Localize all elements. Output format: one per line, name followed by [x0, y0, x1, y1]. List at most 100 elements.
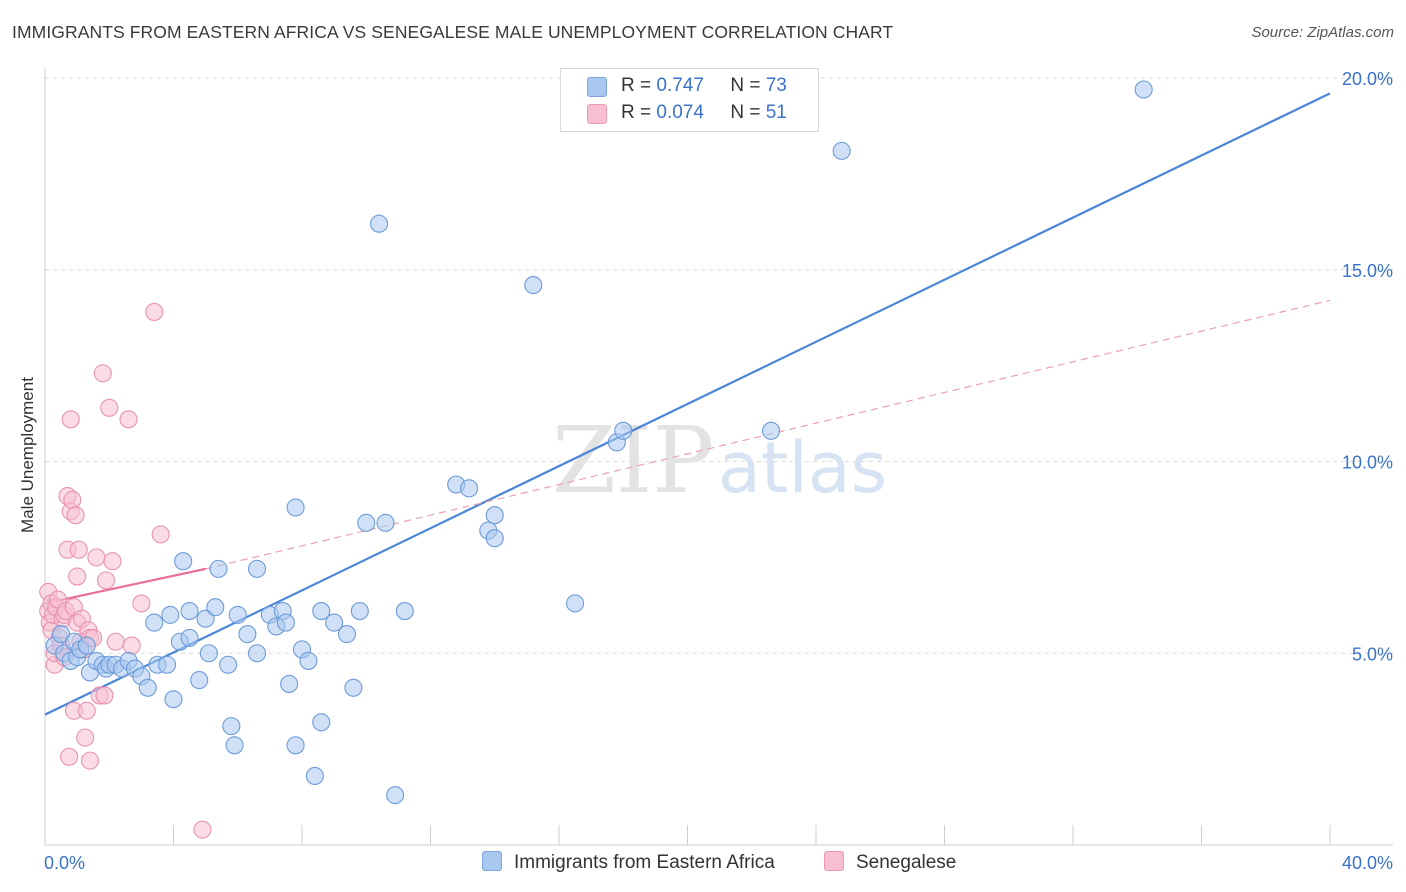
senegalese-point	[76, 728, 95, 747]
eastern-africa-point	[180, 602, 199, 621]
y-tick-label: 20.0%	[1342, 69, 1393, 89]
eastern-africa-point	[376, 513, 395, 532]
eastern-africa-point	[524, 276, 543, 295]
legend-swatch-pink	[587, 104, 607, 124]
senegalese-point	[95, 686, 114, 705]
senegalese-point	[69, 540, 88, 559]
senegalese-point	[106, 632, 125, 651]
eastern-africa-point	[312, 713, 331, 732]
eastern-africa-point	[190, 671, 209, 690]
bottom-legend-label: Senegalese	[856, 852, 957, 873]
eastern-africa-point	[247, 644, 267, 663]
senegalese-point	[100, 398, 119, 417]
eastern-africa-point	[344, 678, 363, 697]
eastern-africa-point	[228, 605, 247, 624]
senegalese-point	[193, 820, 212, 839]
x-tick-label-min: 0.0%	[44, 853, 85, 873]
bottom-legend-swatch-pink	[824, 851, 844, 871]
eastern-africa-point	[222, 717, 241, 736]
eastern-africa-point	[386, 786, 405, 805]
y-tick-label: 15.0%	[1342, 261, 1393, 281]
eastern-africa-point	[485, 529, 504, 548]
eastern-africa-point	[350, 602, 369, 621]
senegalese-point	[151, 525, 170, 544]
bottom-legend-label: Immigrants from Eastern Africa	[514, 852, 775, 873]
senegalese-point	[87, 548, 106, 567]
eastern-africa-trend-line	[44, 92, 1331, 716]
eastern-africa-point	[357, 513, 376, 532]
senegalese-point	[77, 701, 96, 720]
eastern-africa-points	[45, 80, 1153, 805]
watermark-atlas: atlas	[718, 427, 887, 509]
y-tick-label: 10.0%	[1342, 453, 1393, 473]
eastern-africa-point	[286, 498, 305, 517]
eastern-africa-point	[325, 613, 344, 632]
source-label: Source: ZipAtlas.com	[1251, 24, 1394, 41]
chart-title: IMMIGRANTS FROM EASTERN AFRICA VS SENEGA…	[12, 22, 894, 42]
senegalese-point	[122, 636, 141, 655]
eastern-africa-point	[1134, 80, 1153, 99]
bottom-legend-eastern-africa[interactable]: Immigrants from Eastern Africa	[482, 851, 775, 874]
eastern-africa-point	[158, 655, 177, 674]
legend-n-label: N =	[730, 102, 761, 123]
senegalese-point	[145, 302, 164, 321]
eastern-africa-point	[174, 552, 193, 571]
axes	[44, 68, 1393, 846]
legend-r-label: R =	[621, 75, 652, 96]
eastern-africa-point	[299, 651, 318, 670]
senegalese-points	[39, 302, 212, 839]
eastern-africa-point	[832, 141, 851, 160]
eastern-africa-point	[180, 628, 199, 647]
senegalese-point	[132, 594, 151, 613]
eastern-africa-point	[370, 214, 389, 233]
senegalese-point	[68, 567, 87, 586]
eastern-africa-point	[312, 602, 331, 621]
eastern-africa-point	[225, 736, 244, 755]
legend-n-value: 73	[765, 75, 787, 96]
eastern-africa-point	[247, 559, 267, 578]
senegalese-point	[63, 490, 82, 509]
legend-r-value: 0.747	[656, 75, 704, 96]
eastern-africa-point	[145, 613, 164, 632]
gridlines	[45, 77, 1393, 654]
eastern-africa-point	[459, 479, 479, 498]
legend-r-value: 0.074	[656, 102, 704, 123]
x-tick-label-max: 40.0%	[1342, 853, 1393, 873]
eastern-africa-point	[305, 766, 324, 786]
eastern-africa-point	[199, 644, 218, 663]
eastern-africa-point	[395, 602, 414, 621]
senegalese-point	[119, 410, 138, 429]
legend-r-label: R =	[621, 102, 652, 123]
eastern-africa-point	[286, 736, 305, 755]
senegalese-point	[93, 364, 112, 383]
eastern-africa-point	[138, 678, 157, 697]
eastern-africa-point	[614, 421, 633, 440]
senegalese-point	[103, 552, 122, 571]
y-tick-label: 5.0%	[1352, 644, 1393, 664]
legend-n-value: 51	[765, 102, 787, 123]
eastern-africa-point	[206, 598, 225, 617]
legend-n-label: N =	[730, 75, 761, 96]
eastern-africa-point	[209, 559, 228, 578]
senegalese-trend-line	[44, 567, 206, 605]
bottom-legend-swatch-blue	[482, 851, 502, 871]
eastern-africa-point	[566, 594, 585, 613]
senegalese-point	[60, 747, 79, 766]
eastern-africa-point	[485, 506, 504, 525]
eastern-africa-point	[77, 636, 96, 655]
eastern-africa-point	[238, 625, 257, 644]
eastern-africa-point	[761, 421, 781, 440]
eastern-africa-point	[164, 690, 183, 709]
eastern-africa-point	[337, 625, 357, 644]
correlation-legend: R = 0.747 N = 73 R = 0.074 N = 51	[560, 68, 819, 132]
watermark-zip: ZIP	[552, 407, 714, 514]
eastern-africa-point	[280, 674, 299, 693]
senegalese-point	[66, 506, 85, 525]
eastern-africa-point	[161, 605, 180, 624]
bottom-legend-senegalese[interactable]: Senegalese	[824, 851, 956, 874]
senegalese-point	[61, 410, 80, 429]
senegalese-point	[96, 571, 116, 590]
y-tick-labels: 5.0% 10.0% 15.0% 20.0%	[1342, 69, 1393, 664]
eastern-africa-point	[219, 655, 238, 674]
